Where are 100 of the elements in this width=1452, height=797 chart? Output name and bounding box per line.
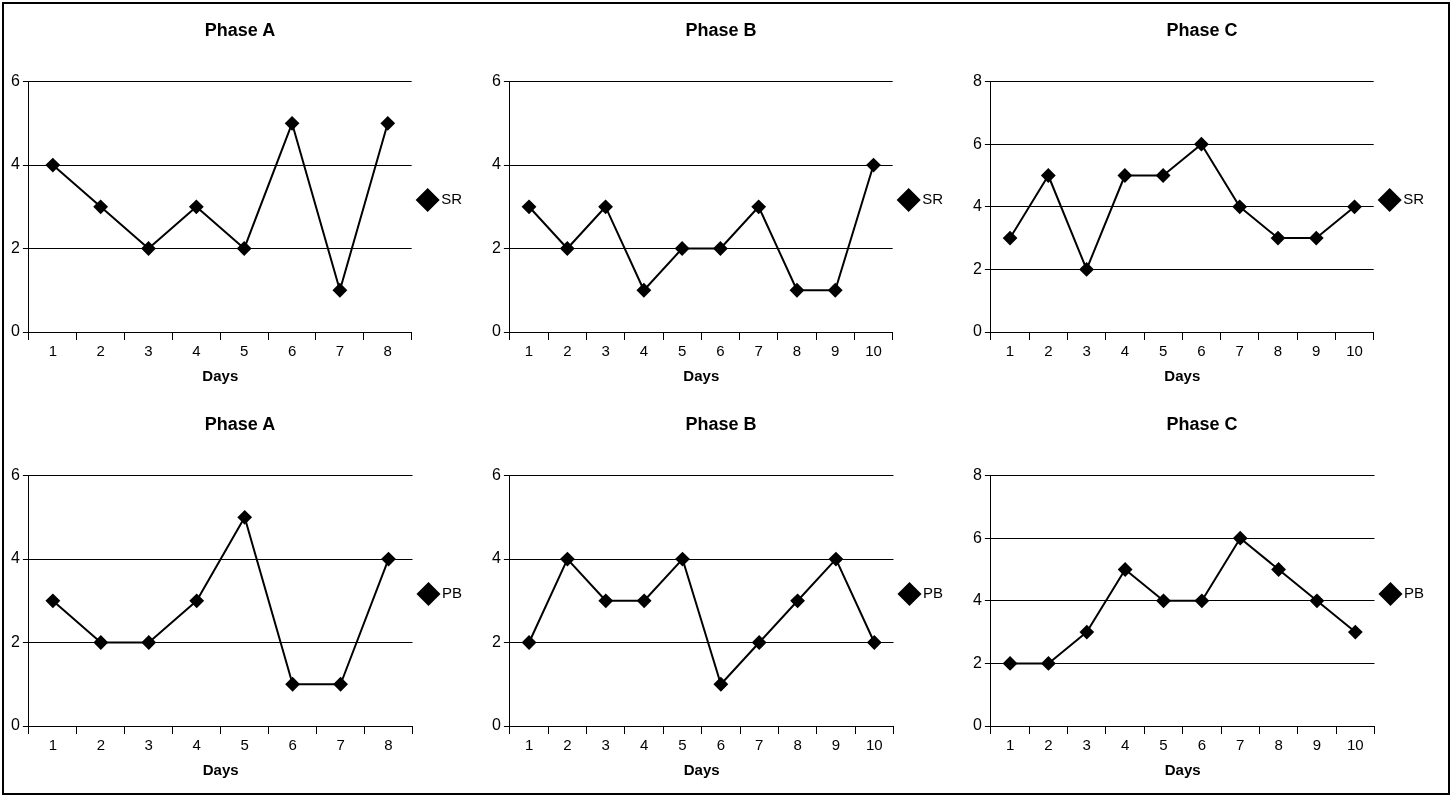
point	[1232, 199, 1247, 214]
x-tick-label: 1	[524, 342, 534, 360]
point	[1347, 199, 1362, 214]
x-tick-label: 6	[716, 342, 725, 360]
x-tick-label: 4	[192, 736, 201, 754]
x-tick-label: 4	[192, 342, 201, 360]
point	[560, 552, 575, 567]
y-tick-label: 6	[491, 72, 501, 90]
y-tick-label: 0	[972, 716, 982, 734]
point	[828, 283, 843, 298]
point	[1079, 262, 1094, 277]
x-tick-label: 10	[1346, 736, 1364, 754]
point	[789, 283, 804, 298]
x-axis-title: Days	[683, 367, 720, 385]
y-tick-label: 2	[491, 632, 501, 650]
x-tick-label: 7	[755, 736, 764, 754]
point	[285, 116, 300, 131]
point	[1041, 656, 1056, 671]
point	[675, 552, 690, 567]
x-tick-label: 3	[601, 736, 610, 754]
x-tick-label: 2	[1044, 736, 1053, 754]
y-tick-label: 6	[10, 466, 20, 484]
point	[1079, 625, 1094, 640]
y-tick-label: 2	[972, 259, 982, 277]
y-tick-label: 2	[10, 238, 20, 256]
x-tick-label: 3	[144, 342, 153, 360]
point	[1233, 531, 1248, 546]
x-tick-label: 8	[383, 342, 392, 360]
x-tick-label: 9	[831, 736, 841, 754]
legend-label: PB	[1403, 584, 1425, 602]
legend-label: PB	[441, 584, 463, 602]
point	[1270, 231, 1285, 246]
x-tick-label: 1	[1005, 736, 1015, 754]
point	[93, 635, 108, 650]
x-axis-title: Days	[1164, 761, 1201, 779]
x-tick-label: 6	[1197, 342, 1206, 360]
x-tick-label: 2	[563, 342, 572, 360]
point	[637, 593, 652, 608]
x-axis-title: Days	[1164, 367, 1201, 385]
y-tick-label: 6	[10, 72, 20, 90]
x-tick-label: 5	[240, 342, 249, 360]
y-tick-label: 0	[491, 322, 501, 340]
y-tick-label: 6	[972, 134, 982, 152]
chart-title: Phase A	[204, 413, 276, 434]
point	[141, 635, 156, 650]
point	[332, 283, 347, 298]
legend-label: SR	[1403, 190, 1425, 208]
x-tick-label: 8	[1274, 736, 1283, 754]
y-tick-label: 4	[972, 197, 982, 215]
point	[522, 199, 537, 214]
x-axis-title: Days	[202, 367, 239, 385]
x-tick-label: 9	[1312, 342, 1321, 360]
y-tick-label: 4	[972, 591, 982, 609]
point	[1348, 625, 1363, 640]
legend-label: SR	[922, 190, 944, 208]
y-tick-label: 2	[972, 653, 982, 671]
x-tick-label: 5	[677, 342, 687, 360]
point	[598, 199, 613, 214]
y-tick-label: 6	[972, 528, 982, 546]
point	[713, 677, 728, 692]
x-tick-label: 1	[48, 736, 58, 754]
y-tick-label: 4	[491, 549, 501, 567]
point	[636, 283, 651, 298]
point	[752, 635, 767, 650]
y-tick-label: 2	[10, 632, 20, 650]
legend-label: PB	[922, 584, 944, 602]
x-tick-label: 3	[1082, 342, 1091, 360]
x-tick-label: 8	[793, 736, 802, 754]
x-tick-label: 1	[48, 342, 57, 360]
x-tick-label: 3	[144, 736, 153, 754]
x-tick-label: 6	[716, 736, 726, 754]
x-tick-label: 5	[678, 736, 687, 754]
point	[189, 199, 204, 214]
x-tick-label: 5	[240, 736, 249, 754]
x-tick-label: 1	[524, 736, 534, 754]
x-tick-label: 3	[601, 342, 610, 360]
chart-title: Phase B	[685, 413, 757, 434]
y-tick-label: 6	[491, 466, 501, 484]
point	[675, 241, 690, 256]
x-tick-label: 10	[865, 342, 882, 360]
x-tick-label: 5	[1158, 342, 1168, 360]
point	[713, 241, 728, 256]
y-tick-label: 4	[10, 549, 20, 567]
point	[237, 510, 252, 525]
x-tick-label: 8	[1273, 342, 1283, 360]
point	[1156, 168, 1171, 183]
x-tick-label: 8	[384, 736, 393, 754]
x-tick-label: 9	[831, 342, 840, 360]
x-tick-label: 7	[336, 736, 345, 754]
y-tick-label: 0	[10, 322, 20, 340]
x-tick-label: 6	[287, 342, 297, 360]
y-tick-label: 0	[972, 322, 982, 340]
legend-label: SR	[441, 190, 463, 208]
x-tick-label: 4	[1120, 342, 1130, 360]
x-tick-label: 7	[1235, 342, 1244, 360]
point	[828, 552, 843, 567]
y-tick-label: 8	[972, 72, 982, 90]
point	[560, 241, 575, 256]
x-tick-label: 10	[1346, 342, 1363, 360]
x-tick-label: 2	[1044, 342, 1053, 360]
